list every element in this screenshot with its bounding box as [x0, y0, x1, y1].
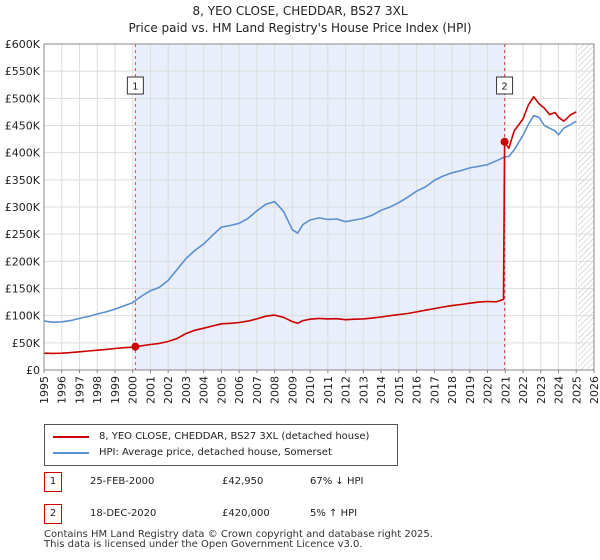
legend-label-property: 8, YEO CLOSE, CHEDDAR, BS27 3XL (detache…: [99, 431, 370, 442]
x-tick-label: 1999: [109, 376, 122, 404]
y-tick-label: £200K: [5, 255, 41, 268]
x-tick-label: 2004: [198, 376, 211, 404]
sale-label-box: [496, 76, 514, 95]
sale-price: £42,950: [222, 476, 264, 487]
x-tick-label: 2001: [144, 376, 157, 404]
y-tick-label: £150K: [5, 283, 41, 296]
x-tick-label: 2021: [499, 376, 512, 404]
y-tick-label: £50K: [12, 337, 41, 350]
y-tick-label: £400K: [5, 147, 41, 160]
sale-label-box: [126, 76, 144, 95]
x-tick-label: 2015: [393, 376, 406, 404]
price-chart: £0 £50K £100K £150K £200K £250K £300K £350K £400…: [5, 38, 600, 404]
sale-date: 18-DEC-2020: [90, 508, 157, 519]
x-tick-label: 2009: [286, 376, 299, 404]
y-tick-label: £350K: [5, 174, 41, 187]
x-tick-label: 2000: [127, 376, 140, 404]
x-tick-label: 2006: [233, 376, 246, 404]
hpi-line: [43, 114, 577, 323]
x-tick-label: 2025: [570, 376, 583, 404]
x-tick-label: 2002: [162, 376, 175, 404]
sale-hpi-change: 5% ↑ HPI: [310, 508, 358, 519]
legend-label-hpi: HPI: Average price, detached house, Some…: [99, 447, 332, 458]
x-tick-label: 2010: [304, 376, 317, 404]
x-tick-label: 2011: [322, 376, 335, 404]
sale-badge: 1: [44, 472, 62, 492]
sale-row: 1 25-FEB-2000 £42,950 67% ↓ HPI: [44, 472, 564, 492]
y-tick-label: £0: [26, 364, 40, 377]
x-tick-label: 2020: [482, 376, 495, 404]
plot-frame: [43, 43, 595, 371]
attribution-line-1: Contains HM Land Registry data © Crown c…: [44, 529, 433, 540]
x-tick-label: 2005: [215, 376, 228, 404]
y-tick-label: £550K: [5, 65, 41, 78]
sale-label-number: 2: [501, 82, 507, 93]
sale-badge: 2: [44, 504, 62, 524]
x-tick-label: 2007: [251, 376, 264, 404]
x-tick-label: 2022: [517, 376, 530, 404]
x-tick-label: 2023: [535, 376, 548, 404]
sale-label-number: 1: [132, 82, 138, 93]
x-tick-label: 2016: [411, 376, 424, 404]
x-tick-label: 1995: [38, 376, 51, 404]
x-tick-label: 2013: [357, 376, 370, 404]
sale-hpi-change: 67% ↓ HPI: [310, 476, 364, 487]
attribution-line-2: This data is licensed under the Open Gov…: [44, 539, 363, 550]
x-tick-label: 2008: [269, 376, 282, 404]
x-tick-label: 2003: [180, 376, 193, 404]
x-tick-label: 1997: [73, 376, 86, 404]
sale-point: [131, 342, 140, 351]
y-tick-label: £300K: [5, 201, 41, 214]
x-tick-label: 2012: [340, 376, 353, 404]
x-tick-label: 2014: [375, 376, 388, 404]
sale-row: 2 18-DEC-2020 £420,000 5% ↑ HPI: [44, 504, 564, 524]
sale-price: £420,000: [222, 508, 270, 519]
y-tick-label: £500K: [5, 92, 41, 105]
chart-title: 8, YEO CLOSE, CHEDDAR, BS27 3XL: [192, 4, 408, 18]
sale-point: [500, 137, 509, 146]
x-tick-label: 1996: [56, 376, 69, 404]
x-tick-label: 2018: [446, 376, 459, 404]
sale-date: 25-FEB-2000: [90, 476, 155, 487]
x-tick-label: 2017: [428, 376, 441, 404]
x-tick-label: 2024: [553, 376, 566, 404]
y-tick-label: £100K: [5, 310, 41, 323]
legend-swatch-hpi: [53, 452, 89, 454]
chart-subtitle: Price paid vs. HM Land Registry's House …: [128, 21, 472, 35]
y-tick-label: £450K: [5, 120, 41, 133]
y-tick-label: £250K: [5, 228, 41, 241]
x-tick-label: 2026: [588, 376, 600, 404]
y-tick-label: £600K: [5, 38, 41, 51]
attribution: Contains HM Land Registry data © Crown c…: [44, 530, 433, 550]
x-tick-label: 1998: [91, 376, 104, 404]
legend: 8, YEO CLOSE, CHEDDAR, BS27 3XL (detache…: [44, 424, 398, 466]
legend-swatch-property: [53, 436, 89, 438]
x-tick-label: 2019: [464, 376, 477, 404]
